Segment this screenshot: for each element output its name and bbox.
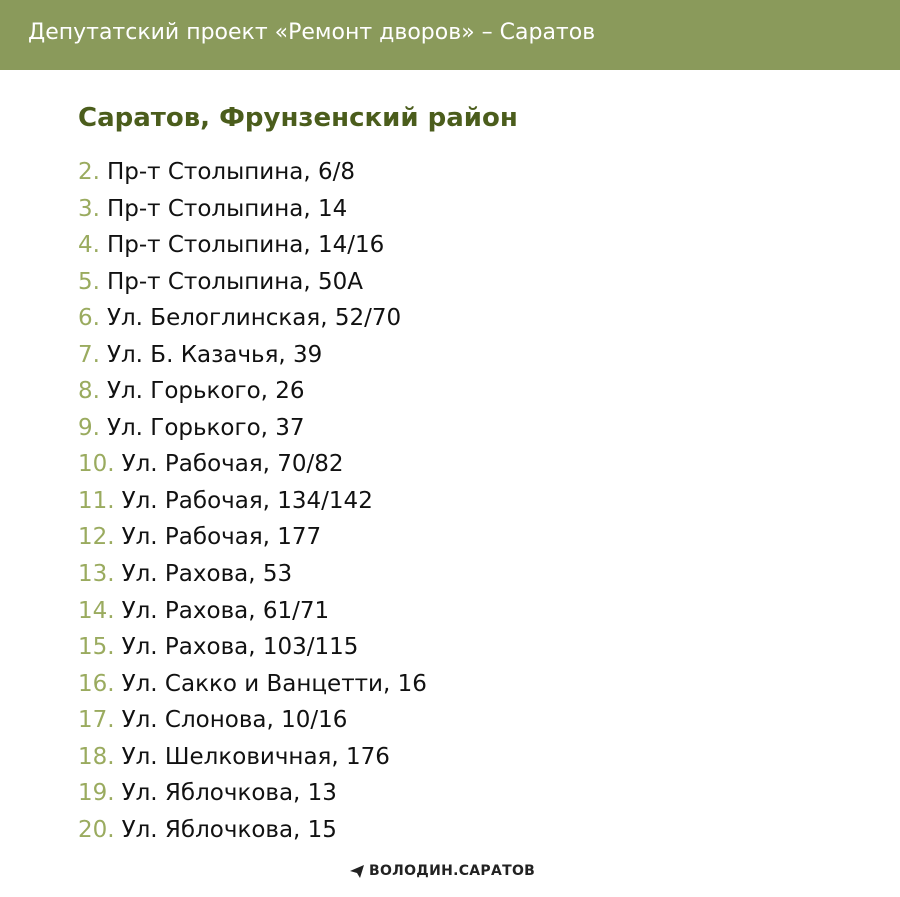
list-item: 16. Ул. Сакко и Ванцетти, 16 <box>78 666 427 703</box>
item-text: Ул. Яблочкова, 15 <box>121 816 337 843</box>
list-item: 7. Ул. Б. Казачья, 39 <box>78 337 427 374</box>
list-item: 18. Ул. Шелковичная, 176 <box>78 739 427 776</box>
item-text: Ул. Слонова, 10/16 <box>121 707 348 734</box>
list-item: 13. Ул. Рахова, 53 <box>78 556 427 593</box>
item-number: 9. <box>78 414 100 441</box>
item-number: 19. <box>78 780 115 807</box>
footer: ВОЛОДИН.САРАТОВ <box>350 863 535 879</box>
item-number: 13. <box>78 561 115 588</box>
item-text: Ул. Рахова, 61/71 <box>121 597 330 624</box>
item-number: 11. <box>78 487 115 514</box>
header-title: Депутатский проект «Ремонт дворов» – Сар… <box>28 20 596 45</box>
list-item: 11. Ул. Рабочая, 134/142 <box>78 483 427 520</box>
item-number: 5. <box>78 268 100 295</box>
item-number: 2. <box>78 159 100 185</box>
list-item: 4. Пр-т Столыпина, 14/16 <box>78 227 427 264</box>
address-list: 2. Пр-т Столыпина, 6/8 3. Пр-т Столыпина, 1… <box>78 154 427 848</box>
item-text: Пр-т Столыпина, 14 <box>106 195 348 222</box>
item-text: Ул. Рахова, 53 <box>121 561 293 588</box>
header-bar: Депутатский проект «Ремонт дворов» – Сар… <box>0 0 900 70</box>
item-text: Пр-т Столыпина, 14/16 <box>106 232 385 259</box>
list-item: 17. Ул. Слонова, 10/16 <box>78 702 427 739</box>
item-number: 4. <box>78 232 100 259</box>
list-item: 5. Пр-т Столыпина, 50А <box>78 264 427 301</box>
heading: Саратов, Фрунзенский район <box>78 103 518 133</box>
item-text: Ул. Рахова, 103/115 <box>121 634 359 661</box>
item-number: 7. <box>78 341 100 368</box>
item-text: Ул. Яблочкова, 13 <box>121 780 337 807</box>
list-item: 3. Пр-т Столыпина, 14 <box>78 191 427 228</box>
list-item: 9. Ул. Горького, 37 <box>78 410 427 447</box>
list-item: 10. Ул. Рабочая, 70/82 <box>78 446 427 483</box>
telegram-icon <box>350 864 364 878</box>
item-text: Пр-т Столыпина, 6/8 <box>106 159 356 185</box>
item-number: 8. <box>78 378 100 405</box>
item-number: 6. <box>78 305 100 332</box>
list-item: 6. Ул. Белоглинская, 52/70 <box>78 300 427 337</box>
item-number: 17. <box>78 707 115 734</box>
item-text: Ул. Горького, 37 <box>106 414 305 441</box>
item-number: 18. <box>78 743 115 770</box>
item-text: Ул. Белоглинская, 52/70 <box>106 305 402 332</box>
item-text: Ул. Горького, 26 <box>106 378 305 405</box>
item-text: Пр-т Столыпина, 50А <box>106 268 363 295</box>
list-item: 12. Ул. Рабочая, 177 <box>78 519 427 556</box>
list-item: 19. Ул. Яблочкова, 13 <box>78 775 427 812</box>
brand: ВОЛОДИН.САРАТОВ <box>369 863 536 879</box>
item-text: Ул. Рабочая, 70/82 <box>121 451 344 478</box>
list-item: 20. Ул. Яблочкова, 15 <box>78 812 427 849</box>
item-number: 10. <box>78 451 115 478</box>
item-number: 12. <box>78 524 115 551</box>
item-number: 16. <box>78 670 115 697</box>
item-text: Ул. Рабочая, 177 <box>121 524 322 551</box>
item-text: Ул. Рабочая, 134/142 <box>121 487 373 514</box>
list-item: 15. Ул. Рахова, 103/115 <box>78 629 427 666</box>
item-number: 14. <box>78 597 115 624</box>
list-item: 8. Ул. Горького, 26 <box>78 373 427 410</box>
item-number: 3. <box>78 195 100 222</box>
item-text: Ул. Сакко и Ванцетти, 16 <box>121 670 427 697</box>
item-number: 15. <box>78 634 115 661</box>
list-item: 14. Ул. Рахова, 61/71 <box>78 593 427 630</box>
list-item: 2. Пр-т Столыпина, 6/8 <box>78 154 427 191</box>
item-number: 20. <box>78 816 115 843</box>
item-text: Ул. Б. Казачья, 39 <box>106 341 323 368</box>
item-text: Ул. Шелковичная, 176 <box>121 743 390 770</box>
